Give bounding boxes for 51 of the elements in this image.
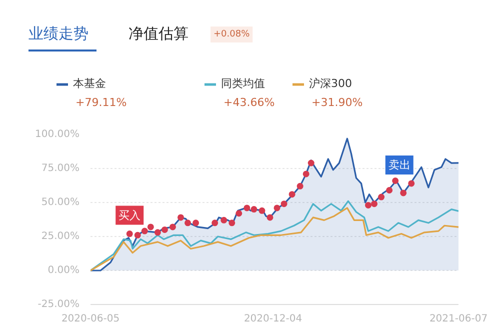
point	[161, 226, 168, 233]
point	[126, 230, 133, 238]
point	[378, 194, 385, 200]
point	[386, 187, 393, 194]
point	[250, 206, 258, 213]
point	[147, 224, 154, 230]
point	[365, 202, 372, 208]
point	[274, 204, 280, 212]
point	[244, 204, 250, 212]
point	[177, 214, 184, 221]
annotation: 卖出	[388, 158, 410, 172]
point	[228, 220, 236, 226]
text: +79.11%	[76, 96, 127, 109]
annotation: 买入	[118, 208, 141, 222]
x-tick-label: 2020-12-04	[244, 314, 302, 324]
y-tick-label: 0.00%	[48, 265, 80, 276]
point	[134, 232, 141, 238]
point	[296, 182, 304, 190]
point	[220, 216, 228, 224]
point	[169, 224, 176, 230]
y-tick-label: 100.00%	[35, 129, 80, 140]
point	[371, 200, 378, 208]
point	[400, 190, 407, 196]
chart-subtitle: 净值估算	[128, 24, 188, 42]
y-tick-label: 50.00%	[41, 197, 80, 208]
y-tick-label: -25.00%	[38, 299, 80, 310]
point	[184, 220, 192, 226]
point	[302, 170, 310, 178]
legend-label: 同类均值	[221, 76, 265, 91]
y-tick-label: 75.00%	[41, 163, 80, 174]
point	[258, 207, 266, 214]
point	[236, 210, 242, 217]
y-tick-label: 25.00%	[41, 231, 80, 242]
text: +0.08%	[214, 30, 250, 40]
point	[154, 229, 161, 236]
point	[408, 180, 415, 187]
chart-title: 业绩走势	[28, 24, 88, 42]
text: +43.66%	[224, 96, 275, 109]
x-tick-label: 2020-06-05	[61, 314, 120, 324]
legend-label: 本基金	[73, 76, 106, 91]
legend-label: 沪深300	[309, 76, 352, 91]
point	[192, 220, 200, 226]
point	[280, 200, 288, 208]
point	[308, 160, 314, 166]
point	[288, 191, 296, 198]
point	[392, 177, 399, 184]
point	[141, 228, 148, 234]
point	[212, 220, 218, 226]
x-tick-label: 2021-06-07	[429, 314, 488, 324]
text: +31.90%	[312, 96, 363, 109]
point	[266, 214, 274, 221]
